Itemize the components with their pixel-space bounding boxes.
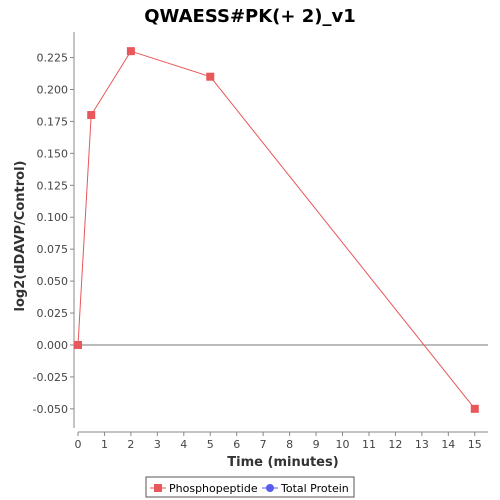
plot-area (73, 32, 488, 433)
data-point-phosphopeptide (206, 72, 215, 81)
x-tick-label: 11 (362, 438, 376, 451)
x-tick-label: 2 (127, 438, 134, 451)
y-tick-label: 0.075 (37, 243, 69, 256)
x-tick-label: 7 (260, 438, 267, 451)
data-point-phosphopeptide (470, 404, 479, 413)
legend-box (145, 476, 355, 498)
x-axis-label: Time (minutes) (227, 455, 338, 470)
x-tick-label: 5 (207, 438, 214, 451)
y-tick-label: 0.100 (37, 211, 69, 224)
chart-title: QWAESS#PK(+ 2)_v1 (144, 6, 356, 27)
legend-marker-total-protein (266, 484, 274, 492)
x-tick-label: 14 (441, 438, 455, 451)
legend-marker-phosphopeptide (154, 484, 162, 492)
x-tick-label: 15 (468, 438, 482, 451)
legend-label-total-protein: Total Protein (280, 482, 349, 495)
y-tick-label: -0.050 (33, 403, 68, 416)
plot-background (78, 32, 488, 428)
data-point-phosphopeptide (74, 340, 82, 349)
y-tick-label: 0.025 (37, 307, 69, 320)
y-tick-label: 0.125 (37, 179, 69, 192)
y-tick-label: 0.050 (37, 275, 69, 288)
x-tick-label: 12 (388, 438, 402, 451)
y-axis-label: log2(dDAVP/Control) (13, 161, 28, 312)
series-layer (74, 47, 479, 413)
x-tick-label: 13 (415, 438, 429, 451)
x-tick-label: 8 (286, 438, 293, 451)
x-tick-label: 1 (101, 438, 108, 451)
y-tick-label: 0.175 (37, 115, 69, 128)
x-tick-label: 9 (313, 438, 320, 451)
y-tick-label: 0.000 (37, 339, 69, 352)
x-tick-label: 6 (233, 438, 240, 451)
data-point-phosphopeptide (87, 111, 96, 120)
x-tick-label: 0 (75, 438, 82, 451)
x-tick-label: 3 (154, 438, 161, 451)
x-tick-label: 10 (336, 438, 350, 451)
legend-label-phosphopeptide: Phosphopeptide (169, 482, 258, 495)
legend-item-total-protein: Total Protein (262, 482, 349, 495)
x-axis: 0 1 2 3 4 5 6 7 8 9 10 11 12 13 14 15 (75, 432, 482, 451)
y-tick-label: 0.225 (37, 52, 69, 65)
y-tick-label: 0.150 (37, 147, 69, 160)
legend: Phosphopeptide Total Protein (145, 476, 355, 498)
y-tick-label: -0.025 (33, 371, 68, 384)
data-point-phosphopeptide (126, 47, 135, 56)
y-tick-label: 0.200 (37, 83, 69, 96)
legend-item-phosphopeptide: Phosphopeptide (150, 482, 258, 495)
y-axis: -0.050 -0.025 0.000 0.025 0.050 0.075 0.100 0.1… (33, 52, 74, 416)
x-tick-label: 4 (180, 438, 187, 451)
